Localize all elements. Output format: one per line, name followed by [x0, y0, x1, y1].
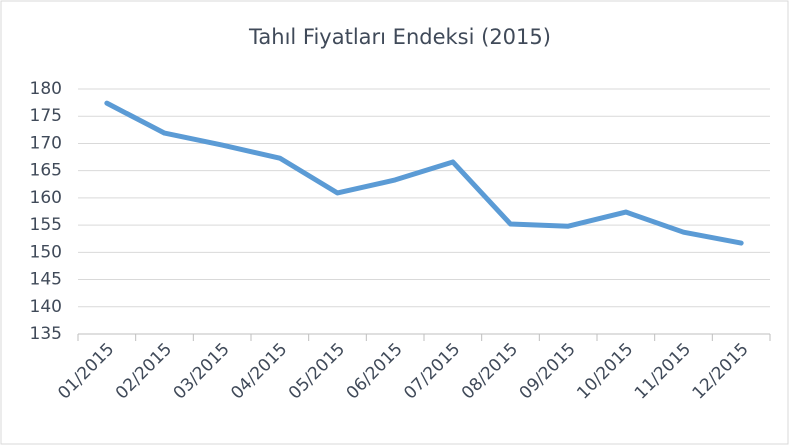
y-tick-label: 165 [30, 161, 62, 181]
y-tick-label: 140 [30, 297, 62, 317]
y-tick-label: 145 [30, 270, 62, 290]
y-tick-label: 150 [30, 242, 62, 262]
y-tick-label: 180 [30, 79, 62, 99]
y-tick-label: 160 [30, 188, 62, 208]
y-tick-label: 155 [30, 215, 62, 235]
chart-title: Tahıl Fiyatları Endeksi (2015) [248, 25, 551, 49]
y-tick-label: 175 [30, 106, 62, 126]
y-tick-label: 135 [30, 324, 62, 344]
y-tick-label: 170 [30, 133, 62, 153]
data-line [104, 100, 744, 246]
